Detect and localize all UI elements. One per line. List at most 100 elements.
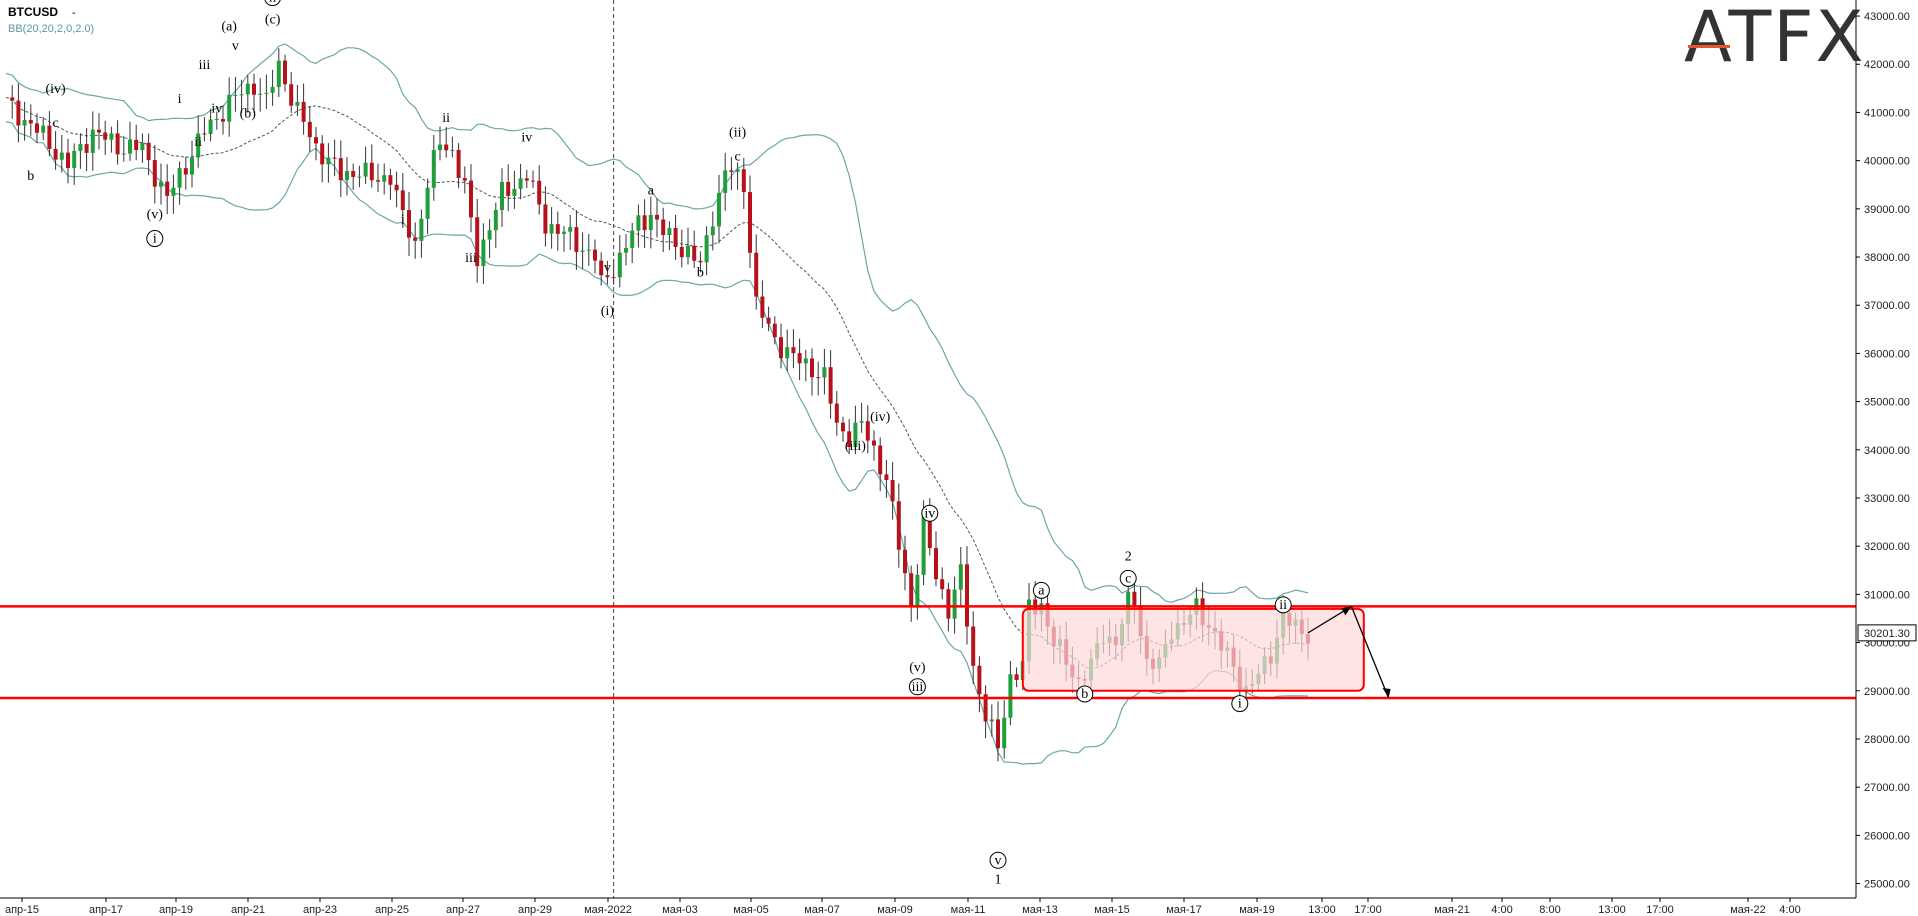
candle-body (283, 60, 287, 85)
candle-body (59, 152, 64, 160)
candle-body (803, 358, 808, 364)
candle-body (574, 227, 579, 252)
x-tick-label: мая-21 (1434, 904, 1470, 916)
candle-body (22, 120, 27, 126)
candle-body (686, 245, 690, 258)
candle-body (146, 142, 151, 161)
wave-circle (264, 0, 281, 7)
candle-body (779, 337, 783, 359)
candle-body (301, 101, 306, 122)
wave-label: i (178, 92, 182, 107)
candle-body (66, 152, 70, 169)
candle-body (717, 192, 721, 227)
wave-label: b (697, 265, 704, 280)
candle-body (1002, 717, 1007, 749)
candle-body (896, 501, 901, 550)
x-tick-label: 4:00 (1779, 904, 1800, 916)
candle-body (766, 317, 771, 324)
candle-body (500, 181, 504, 211)
arrowhead-up (1341, 606, 1352, 616)
wave-label: ii (442, 111, 450, 126)
candle-body (791, 347, 796, 354)
candle-body (642, 215, 647, 231)
candle-body (636, 215, 641, 231)
last-price-label: 30201.30 (1864, 628, 1910, 640)
symbol-suffix: - (72, 7, 76, 19)
candle-body (462, 177, 467, 181)
candle-body (853, 422, 858, 447)
candle-body (400, 190, 405, 211)
support-resistance-levels (0, 0, 1856, 898)
y-tick-label: 37000.00 (1864, 300, 1910, 312)
candle-body (90, 129, 95, 153)
candle-body (270, 86, 275, 93)
candle-body (481, 239, 486, 266)
y-tick-label: 29000.00 (1864, 686, 1910, 698)
x-tick-label: апр-21 (231, 904, 265, 916)
candle-body (245, 83, 250, 95)
wave-label: (iii) (845, 439, 866, 454)
projection-down-arrow (1350, 606, 1390, 699)
candle-body (35, 123, 39, 133)
candle-body (648, 214, 653, 231)
candle-body (326, 157, 331, 165)
wave-circle (908, 678, 926, 696)
candle-body (512, 188, 517, 196)
candle-body (537, 180, 542, 205)
wave-label: 1 (995, 873, 1002, 888)
wave-circle (1231, 695, 1249, 713)
wave-label: b (27, 169, 34, 184)
candle-body (41, 125, 46, 133)
candle-body (332, 157, 337, 159)
candle-body (977, 665, 982, 695)
candle-body (208, 119, 213, 134)
candle-body (233, 94, 238, 96)
wave-circle (921, 504, 939, 522)
candle-body (965, 564, 969, 627)
y-tick-label: 32000.00 (1864, 541, 1910, 553)
wave-circle (1032, 581, 1050, 599)
candle-body (952, 589, 957, 619)
candle-body (431, 150, 436, 188)
candle-body (407, 210, 411, 238)
wave-label: 2 (1125, 550, 1132, 565)
y-tick-label: 33000.00 (1864, 493, 1910, 505)
candle-body (289, 84, 294, 106)
symbol-title: BTCUSD (8, 5, 58, 19)
candle-body (196, 133, 201, 158)
wave-label: c (734, 150, 740, 165)
candle-body (140, 142, 145, 151)
candle-body (97, 129, 101, 133)
candle-body (679, 246, 684, 258)
candle-body (165, 181, 170, 196)
candle-body (698, 260, 703, 263)
x-tick-label: 8:00 (1539, 904, 1560, 916)
x-tick-label: апр-29 (518, 904, 552, 916)
candle-body (128, 139, 132, 154)
wave-circle (1119, 569, 1137, 587)
candle-body (865, 421, 870, 441)
y-tick-label: 31000.00 (1864, 589, 1910, 601)
candle-body (72, 150, 77, 169)
candle-body (580, 250, 585, 252)
candle-body (202, 133, 207, 135)
candle-body (419, 218, 424, 241)
candle-body (599, 260, 604, 276)
candle-body (549, 224, 554, 234)
x-tick-label: апр-23 (303, 904, 337, 916)
candle-body (785, 347, 790, 359)
y-tick-label: 27000.00 (1864, 782, 1910, 794)
wave-label: i (153, 232, 157, 247)
candle-body (103, 132, 108, 140)
candle-body (996, 719, 1000, 749)
y-tick-label: 43000.00 (1864, 11, 1910, 23)
candle-body (121, 153, 126, 155)
candle-body (586, 249, 591, 251)
candle-body (1008, 674, 1013, 718)
y-tick-label: 28000.00 (1864, 734, 1910, 746)
wave-label: ii (269, 0, 277, 6)
candle-body (673, 227, 678, 247)
candle-body (276, 60, 281, 87)
candle-body (692, 245, 697, 261)
